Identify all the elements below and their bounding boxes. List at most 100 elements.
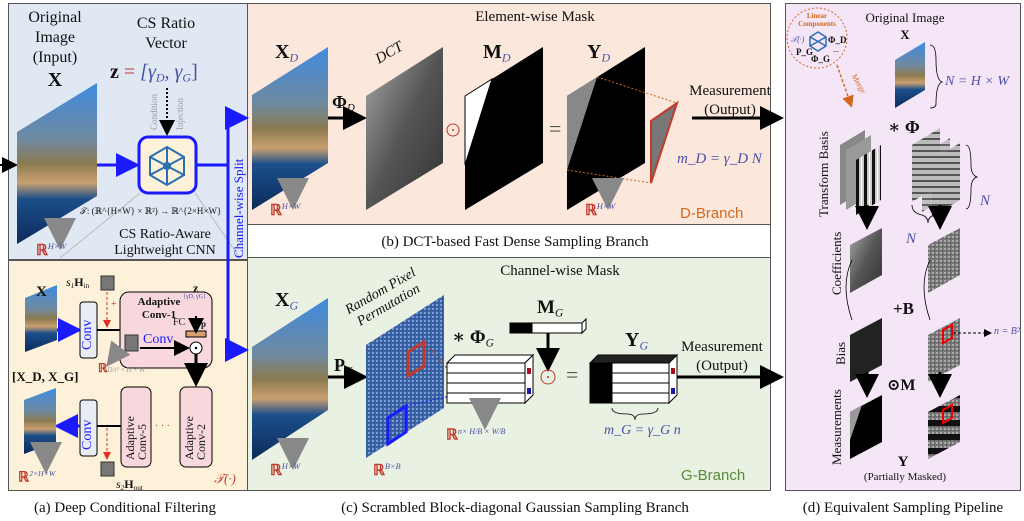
- sup: D/r² × H × W: [107, 366, 146, 374]
- dim-label: ℝH×W: [270, 202, 300, 219]
- r: ℝ: [446, 427, 458, 444]
- sub: D: [155, 70, 165, 85]
- cnn-label: CS Ratio-Aware Lightweight CNN: [114, 227, 216, 259]
- label-line: (Input): [32, 49, 78, 66]
- bias-d: [850, 318, 882, 382]
- phi: Φ: [332, 92, 347, 112]
- sub: D: [601, 50, 611, 65]
- sub: D: [346, 102, 355, 115]
- m: M: [483, 41, 502, 63]
- t-operator: 𝒯(·): [791, 35, 805, 44]
- dim-label: ℝB×B: [373, 462, 401, 479]
- label-line: Measurement: [681, 339, 763, 355]
- label-line: Adaptive: [137, 296, 181, 308]
- label-line: Components: [798, 20, 836, 28]
- measurement-yd-region: [567, 77, 597, 170]
- phi-symbol-d: ∗ Φ: [888, 117, 920, 137]
- sub: D: [501, 50, 511, 65]
- z-symbol: z: [193, 281, 199, 295]
- phi-g: Φ_G: [811, 54, 830, 64]
- caption-b: (b) DCT-based Fast Dense Sampling Branch: [381, 234, 649, 250]
- label-line: Linear: [806, 12, 828, 20]
- label-line: (Output): [704, 102, 756, 118]
- zoom-line: [194, 192, 241, 259]
- gaussian-basis-stack: [912, 128, 960, 217]
- original-image-small: [895, 42, 925, 108]
- dct-coefficients: [366, 47, 443, 210]
- n-label: N: [980, 193, 991, 209]
- r: ℝ: [18, 470, 30, 486]
- mg-label: MG: [537, 298, 563, 320]
- block-red: [406, 339, 426, 379]
- dim-label: ℝn× H/B × W/B: [446, 428, 505, 444]
- image-xg: [252, 298, 328, 460]
- dim-label: ℝH×W: [270, 462, 301, 479]
- xd-xg-label: [X_D, X_G]: [12, 369, 79, 384]
- adaptive-conv-5-label: Adaptive Conv-5: [123, 416, 149, 460]
- phi-d: Φ_D: [828, 35, 847, 45]
- xd-label: XD: [275, 42, 298, 64]
- brace: [611, 407, 659, 421]
- image-xd: [252, 47, 328, 210]
- conv-label-2: Conv: [80, 419, 95, 450]
- yd-label: YD: [587, 42, 610, 64]
- label-line: CS Ratio-Aware: [119, 227, 211, 242]
- p-label: p: [201, 319, 207, 329]
- split-output-image: [24, 388, 56, 454]
- equals-sign: =: [566, 362, 579, 387]
- coefficients-g: [928, 228, 960, 293]
- mapping-formula: 𝒯: (ℝ^{H×W} × ℝ²) → ℝ^{2×H×W}: [80, 206, 222, 216]
- d-branch-label: D-Branch: [680, 205, 744, 222]
- neural-network-icon: [809, 31, 827, 52]
- x: X: [275, 41, 290, 63]
- sub: 1: [70, 282, 75, 291]
- x-symbol: X: [36, 284, 47, 300]
- sup: n× H/B × W/B: [457, 427, 506, 436]
- phi: ∗ Φ: [452, 327, 486, 348]
- gamma-vector: [γD, γG]: [184, 294, 205, 300]
- label-line: Conv-1: [141, 309, 177, 321]
- sup: H×W: [281, 462, 301, 471]
- r: ℝ: [36, 242, 48, 259]
- label-line: Measurement: [689, 83, 771, 99]
- s: s: [66, 275, 71, 289]
- mask-md-region: [464, 77, 493, 166]
- sup: H×W: [47, 242, 67, 251]
- conv-box-2: [79, 399, 98, 457]
- sub: in: [83, 282, 90, 291]
- h: H: [74, 275, 84, 289]
- eq: =: [123, 61, 136, 83]
- gamma: , γ: [164, 61, 183, 83]
- element-wise-mask-title: Element-wise Mask: [475, 9, 595, 25]
- dct-basis-stack: [840, 130, 881, 215]
- odot-m-label: ⊙M: [887, 377, 916, 394]
- r: ℝ: [270, 202, 282, 219]
- r: ℝ: [98, 361, 108, 375]
- measurements-g: [928, 395, 960, 459]
- m: M: [537, 297, 555, 318]
- n-equals-b2: n = B²: [994, 326, 1020, 337]
- linear-components-label: Linear Components: [798, 12, 836, 28]
- sub: G: [554, 307, 564, 320]
- split-arrow-g: [225, 165, 249, 362]
- sup: H×W: [596, 202, 616, 211]
- sub: out: [133, 484, 143, 493]
- feature-cube-icon: [100, 275, 115, 291]
- channel-wise-split-label: Channel-wise Split: [231, 158, 246, 258]
- dim-arrow: [106, 340, 131, 367]
- small-input-image: [25, 285, 57, 352]
- merge-arrow: [836, 64, 854, 108]
- linear-components-circle: [786, 7, 848, 69]
- split-arrow-d: [196, 106, 249, 167]
- brace: [929, 44, 944, 109]
- p: P: [334, 355, 345, 375]
- odot-icon: [446, 123, 460, 137]
- n-label: N: [906, 231, 917, 247]
- label-line: Lightweight CNN: [114, 243, 216, 258]
- input-image-x: [17, 83, 97, 244]
- adaptive-conv-1-label: Adaptive Conv-1: [138, 296, 181, 322]
- ellipsis: · · ·: [155, 421, 170, 432]
- adaptive-conv-2-label: Adaptive Conv-2: [182, 416, 208, 460]
